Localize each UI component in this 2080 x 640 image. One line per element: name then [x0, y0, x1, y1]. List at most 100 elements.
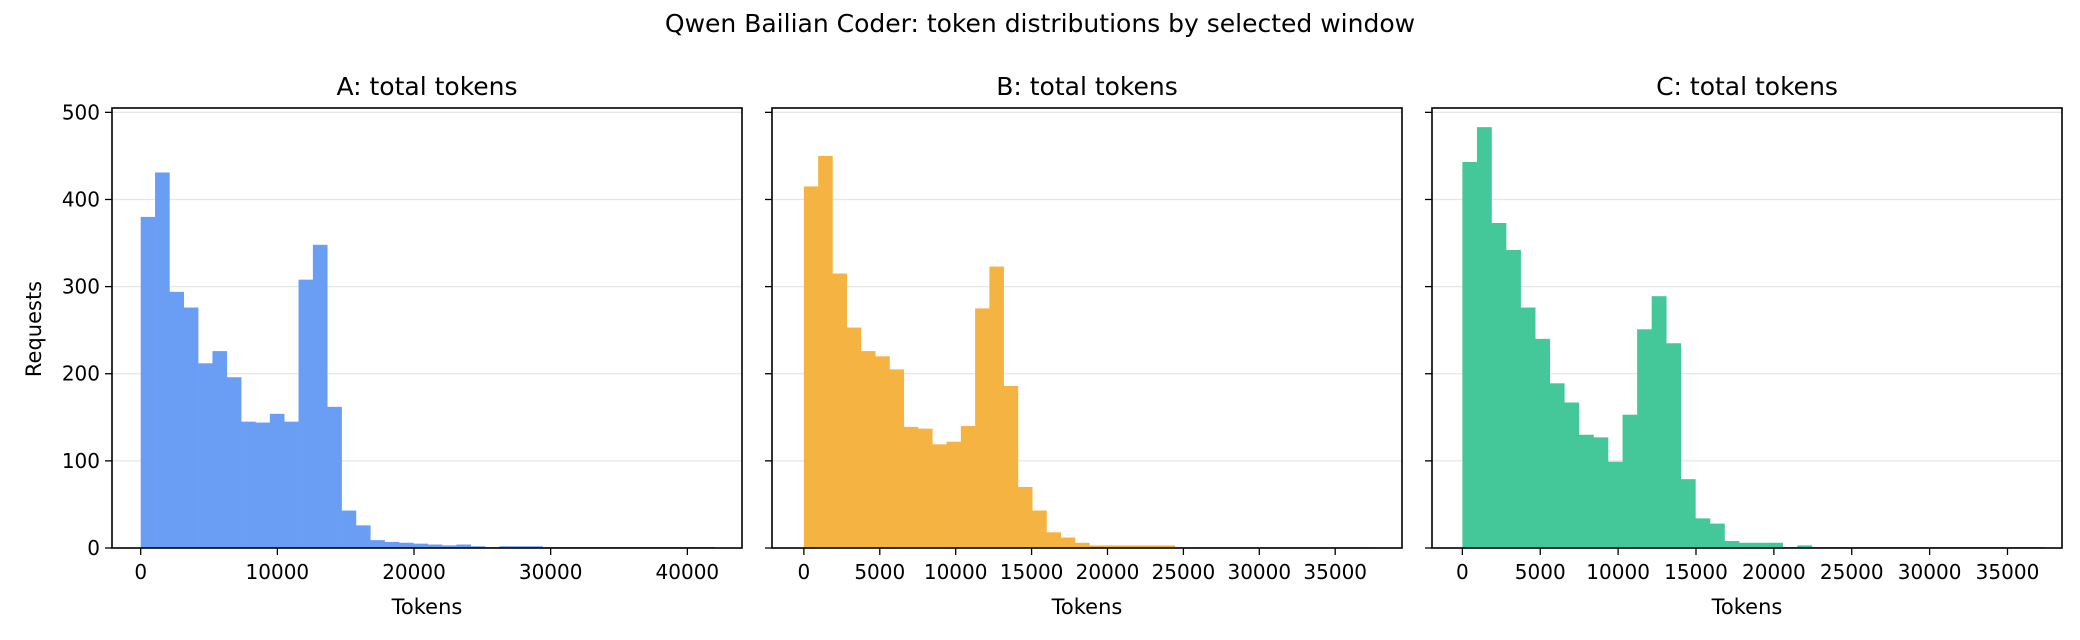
histogram-bar [169, 291, 185, 548]
x-tick-label: 5000 [1515, 560, 1566, 584]
x-tick-label: 0 [798, 560, 811, 584]
x-tick-label: 5000 [854, 560, 905, 584]
histogram-bar [413, 543, 428, 548]
histogram-bar [1506, 250, 1521, 548]
y-tick-label: 500 [62, 100, 100, 124]
x-tick-label: 30000 [1898, 560, 1962, 584]
histogram-bar [989, 266, 1004, 548]
histogram-bar [312, 244, 328, 548]
histogram-bar [1709, 523, 1725, 548]
histogram-bar [442, 545, 457, 548]
panel-1: 0 10000 20000 30000 40000 0 100 200 300 400 500 A: … [62, 72, 743, 619]
histogram-bar [1089, 545, 1104, 548]
histogram-bar [1117, 545, 1133, 548]
histogram-bar [398, 542, 414, 548]
histogram-bar [1753, 542, 1769, 548]
x-axis-label: Tokens [1051, 595, 1123, 619]
histogram-bar [1637, 329, 1652, 548]
histogram-bar [1549, 383, 1565, 548]
histogram-bar [832, 273, 847, 548]
histogram-bar [456, 544, 472, 548]
histogram-bar [1739, 542, 1754, 548]
histogram-bar [875, 356, 890, 548]
x-tick-label: 40000 [656, 560, 720, 584]
histogram-bar [918, 428, 933, 548]
histogram-bar [1695, 518, 1711, 548]
histogram-bar [1666, 343, 1682, 548]
histogram-bar [1622, 414, 1638, 548]
x-tick-label: 25000 [1820, 560, 1884, 584]
histogram-bar [846, 327, 862, 548]
histogram-bar [1578, 434, 1594, 548]
plot-frame [111, 107, 743, 549]
histogram-bar [889, 369, 905, 548]
x-tick-label: 10000 [924, 560, 988, 584]
histogram-bar [499, 546, 515, 548]
histogram-bar [803, 186, 819, 549]
y-tick-label: 300 [62, 275, 100, 299]
x-tick-label: 35000 [1976, 560, 2040, 584]
histogram-bar [1797, 545, 1813, 548]
histogram-bar [1593, 437, 1609, 548]
histogram-bar [528, 546, 543, 548]
histogram-bar [269, 413, 285, 548]
histogram-bar [1607, 461, 1623, 548]
histogram-bar [1520, 307, 1536, 548]
histogram-bar [1651, 296, 1667, 548]
panel-3: 0 5000 10000 15000 20000 25000 30000 35000 C: to… [1425, 72, 2063, 619]
histogram-bar [1046, 532, 1062, 548]
histogram-bar [818, 155, 833, 549]
x-tick-label: 35000 [1303, 560, 1367, 584]
x-tick-label: 0 [1456, 560, 1469, 584]
histogram-bar [355, 525, 371, 548]
panel-title: A: total tokens [336, 72, 517, 101]
histogram-bar [1535, 338, 1551, 548]
histogram-bar [903, 426, 919, 548]
histogram-bar [140, 216, 156, 548]
histogram-bar [1768, 542, 1784, 548]
histogram-bar [255, 422, 271, 548]
panel-title: C: total tokens [1656, 72, 1838, 101]
histogram-bar [1003, 385, 1019, 548]
histogram-bar [198, 363, 213, 548]
shared-y-axis-label: Requests [22, 281, 46, 377]
histogram-bar [1060, 537, 1076, 548]
plot-frame [771, 107, 1403, 549]
histogram-bar [1491, 223, 1507, 549]
histogram-bar [1032, 510, 1047, 548]
panel-2: 0 5000 10000 15000 20000 25000 30000 35000 B: to… [765, 72, 1403, 619]
histogram-bar [183, 307, 199, 548]
x-tick-label: 10000 [246, 560, 310, 584]
x-tick-label: 10000 [1586, 560, 1650, 584]
plot-frame [1431, 107, 2063, 549]
histogram-bar [427, 544, 443, 548]
histogram-bar [384, 541, 400, 548]
histogram-bar [1132, 545, 1147, 548]
y-tick-label: 100 [62, 449, 100, 473]
histogram-bar [860, 351, 876, 548]
histogram-bar [1075, 542, 1090, 548]
x-tick-label: 20000 [1742, 560, 1806, 584]
histogram-bar [241, 421, 256, 548]
histogram-bar [370, 540, 385, 548]
histogram-bar [1103, 545, 1119, 548]
histogram-bar [284, 421, 299, 548]
y-tick-label: 0 [87, 536, 100, 560]
histogram-bar [1462, 162, 1478, 548]
histogram-bar [960, 426, 976, 548]
histogram-bar [1564, 402, 1580, 548]
x-tick-label: 0 [134, 560, 147, 584]
histogram-bar [1724, 541, 1740, 548]
histogram-bar [1476, 127, 1492, 548]
x-tick-label: 15000 [1000, 560, 1064, 584]
histogram-bar [226, 377, 242, 548]
figure-title: Qwen Bailian Coder: token distributions … [665, 9, 1415, 38]
y-tick-label: 200 [62, 362, 100, 386]
x-axis-label: Tokens [391, 595, 463, 619]
histogram-bar [327, 406, 342, 548]
histogram-bar [975, 308, 990, 548]
histogram-bar [298, 279, 314, 548]
y-tick-label: 400 [62, 187, 100, 211]
x-tick-label: 30000 [1227, 560, 1291, 584]
